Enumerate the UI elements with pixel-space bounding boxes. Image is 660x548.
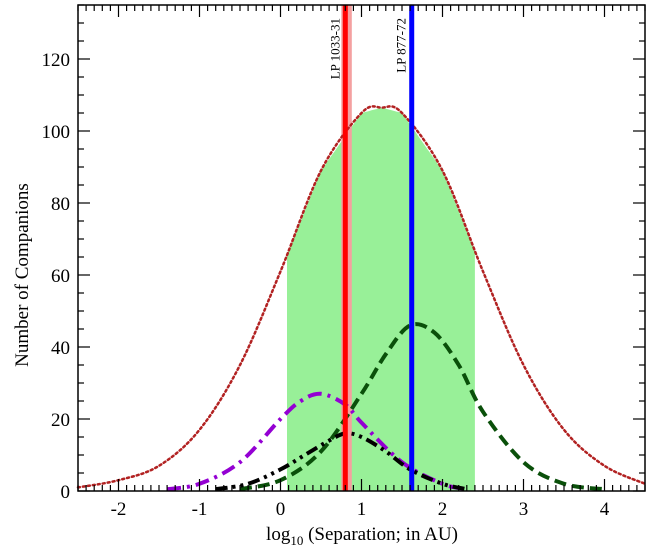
y-tick-label: 80 <box>51 194 70 215</box>
x-tick-label: -1 <box>192 499 208 520</box>
x-tick-label: 1 <box>357 499 367 520</box>
vertical-markers: LP 1033-31 LP 877-72 <box>327 5 415 491</box>
y-tick-label: 120 <box>42 50 71 71</box>
shaded-region <box>287 107 475 492</box>
x-tick-label: 0 <box>276 499 286 520</box>
y-tick-label: 0 <box>61 482 71 503</box>
y-tick-label: 100 <box>42 122 71 143</box>
marker-label-1: LP 877-72 <box>394 18 409 73</box>
y-tick-label: 60 <box>51 266 70 287</box>
series-purple-dashdot <box>166 391 468 492</box>
x-axis-title-log: log <box>266 524 291 545</box>
tick-marks <box>77 4 646 492</box>
x-axis-title: log10 (Separation; in AU) <box>266 524 458 548</box>
x-tick-label: -2 <box>111 499 127 520</box>
y-axis-title: Number of Companions <box>12 183 33 367</box>
shaded-area <box>287 107 475 492</box>
x-tick-label: 3 <box>519 499 529 520</box>
x-tick-label: 4 <box>600 499 610 520</box>
x-axis-title-subscript: 10 <box>290 533 303 548</box>
x-tick-label: 2 <box>438 499 448 520</box>
y-tick-label: 40 <box>51 338 70 359</box>
y-tick-label: 20 <box>51 410 70 431</box>
series-green-dashed <box>239 322 605 492</box>
series-total <box>76 105 647 489</box>
x-axis-title-rest: (Separation; in AU) <box>303 524 458 545</box>
marker-label-0: LP 1033-31 <box>327 18 342 79</box>
